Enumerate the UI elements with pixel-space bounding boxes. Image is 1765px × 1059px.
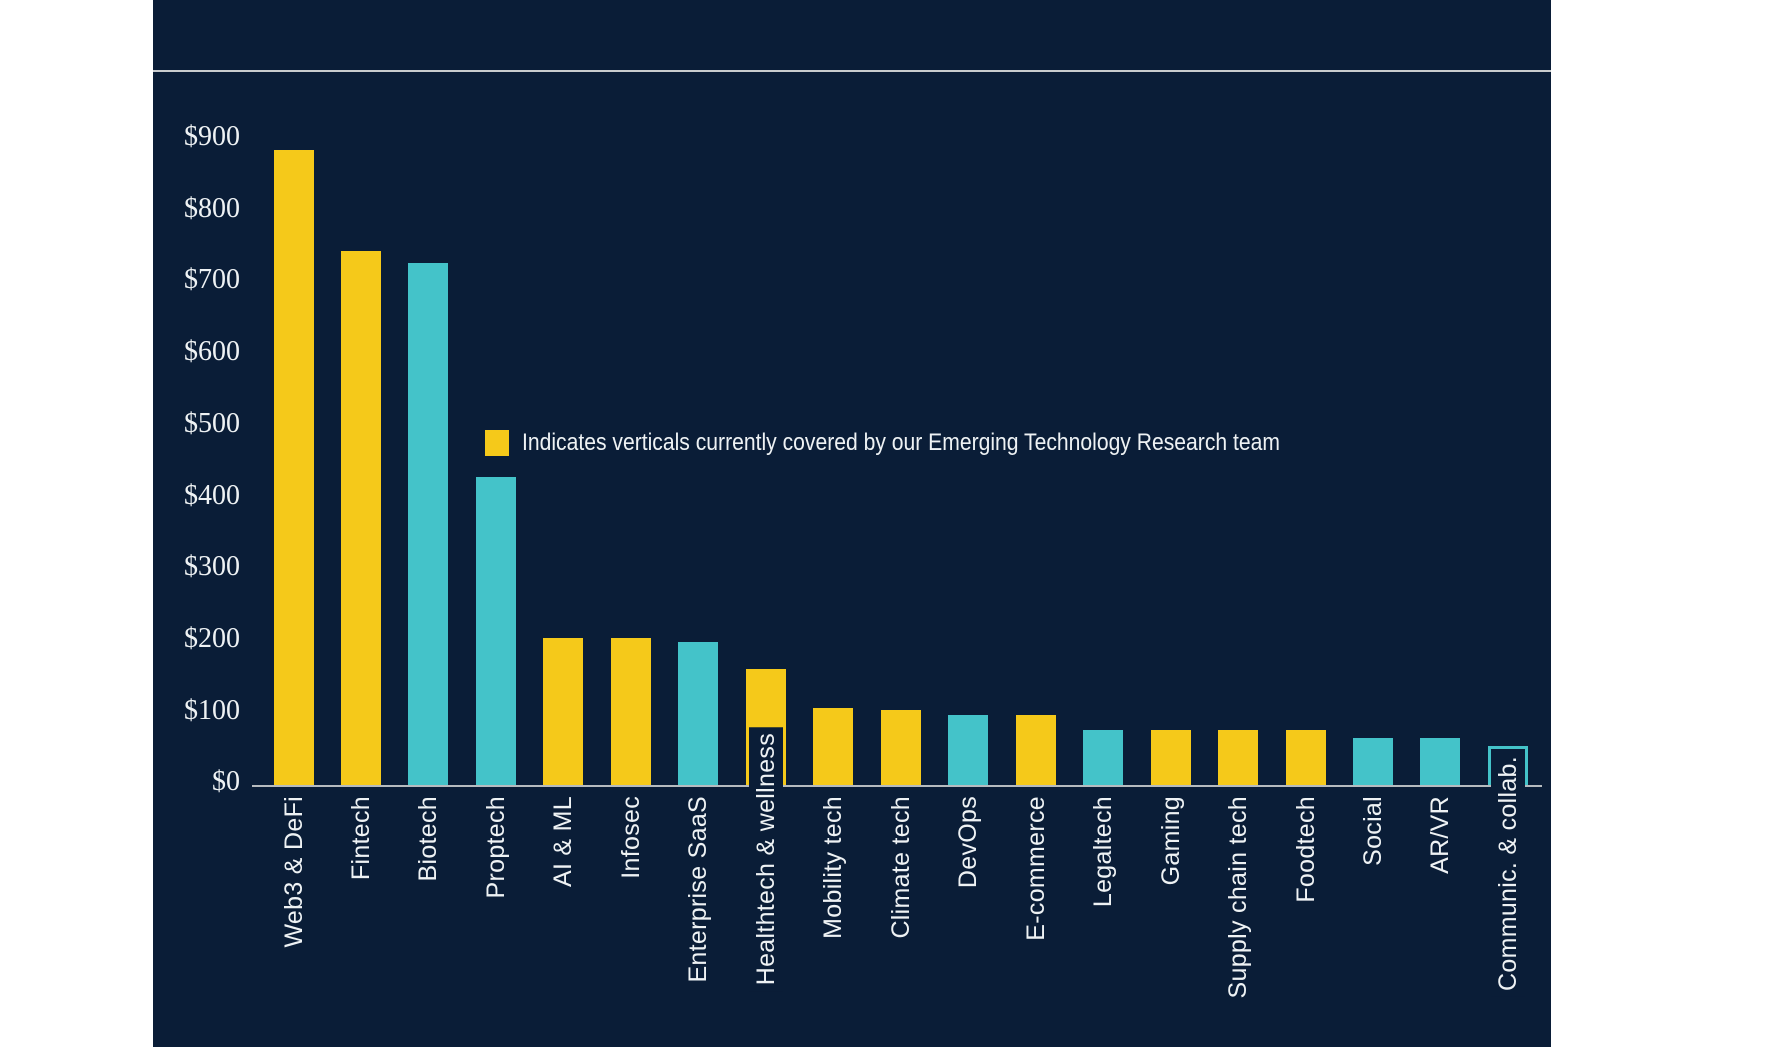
legend-swatch-covered xyxy=(485,430,509,456)
y-tick-label: $300 xyxy=(184,551,240,583)
category-label: Fintech xyxy=(346,796,375,881)
category-label: Gaming xyxy=(1156,796,1185,886)
bar-proptech xyxy=(475,477,516,785)
bar-mobility-tech xyxy=(813,708,854,785)
category-label: Enterprise SaaS xyxy=(684,796,713,983)
y-tick-label: $0 xyxy=(212,766,240,798)
category-label: Social xyxy=(1359,796,1388,866)
y-tick-label: $500 xyxy=(184,407,240,439)
bar-web3-defi xyxy=(273,150,314,785)
category-label: Infosec xyxy=(616,796,645,879)
category-label: Supply chain tech xyxy=(1224,796,1253,999)
category-label: E-commerce xyxy=(1021,796,1050,941)
y-tick-label: $700 xyxy=(184,264,240,296)
y-tick-label: $600 xyxy=(184,336,240,368)
y-tick-label: $900 xyxy=(184,121,240,152)
category-label: Legaltech xyxy=(1089,796,1118,908)
bar-communic-collab xyxy=(1487,746,1528,785)
header-separator-line xyxy=(153,70,1551,72)
category-label: Mobility tech xyxy=(819,796,848,939)
category-label: Climate tech xyxy=(886,796,915,939)
category-label: AR/VR xyxy=(1426,796,1455,874)
bar-social xyxy=(1353,738,1394,785)
bar-enterprise-saas xyxy=(678,642,719,785)
category-label: Healthtech & wellness xyxy=(748,727,783,992)
bar-legaltech xyxy=(1083,730,1124,785)
bar-gaming xyxy=(1150,730,1191,785)
bar-infosec xyxy=(610,638,651,785)
bar-ar-vr xyxy=(1420,738,1461,785)
bar-fintech xyxy=(340,251,381,785)
legend-label: Indicates verticals currently covered by… xyxy=(522,429,1280,456)
category-label: Proptech xyxy=(481,796,510,899)
bar-e-commerce xyxy=(1015,715,1056,785)
category-label: Foodtech xyxy=(1291,796,1320,903)
header-band xyxy=(153,0,1551,70)
chart-panel: $900 $800 $700 $600 $500 $400 $300 $200 $100 $0 I… xyxy=(153,0,1551,1047)
category-label: AI & ML xyxy=(549,796,578,888)
category-label: Web3 & DeFi xyxy=(279,796,308,948)
legend: Indicates verticals currently covered by… xyxy=(485,428,1383,458)
y-tick-label: $800 xyxy=(184,192,240,224)
category-label: DevOps xyxy=(954,796,983,889)
category-label: Communic. & collab. xyxy=(1490,750,1525,997)
bar-ai-ml xyxy=(543,638,584,785)
x-axis-baseline xyxy=(252,785,1542,787)
bar-supply-chain-tech xyxy=(1218,730,1259,785)
y-tick-label: $400 xyxy=(184,479,240,511)
y-tick-label: $100 xyxy=(184,694,240,726)
bar-climate-tech xyxy=(880,710,921,785)
bar-devops xyxy=(948,715,989,785)
bar-foodtech xyxy=(1285,730,1326,785)
y-tick-label: $200 xyxy=(184,623,240,655)
category-label: Biotech xyxy=(414,796,443,882)
bar-biotech xyxy=(408,263,449,785)
